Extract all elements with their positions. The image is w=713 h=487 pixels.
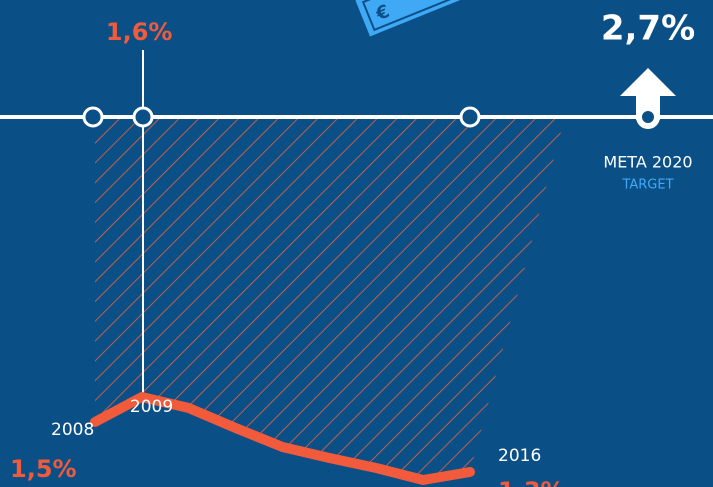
year-label: 2016 (498, 446, 541, 466)
value-label: 1,6% (106, 18, 173, 46)
hatched-area (95, 117, 565, 480)
data-line (90, 392, 475, 485)
year-label: 2009 (130, 397, 173, 417)
target-value: 2,7% (601, 9, 695, 49)
target-subtitle: TARGET (621, 178, 673, 193)
target-name: META 2020 (603, 153, 692, 172)
value-label: 1,3% (498, 477, 565, 487)
value-label: 1,5% (10, 455, 77, 483)
timeline-node (132, 106, 154, 128)
timeline-node (82, 106, 104, 128)
timeline-node (459, 106, 481, 128)
euro-note-icon: € (351, 0, 464, 41)
target-arrow (620, 68, 676, 129)
year-label: 2008 (51, 420, 94, 440)
